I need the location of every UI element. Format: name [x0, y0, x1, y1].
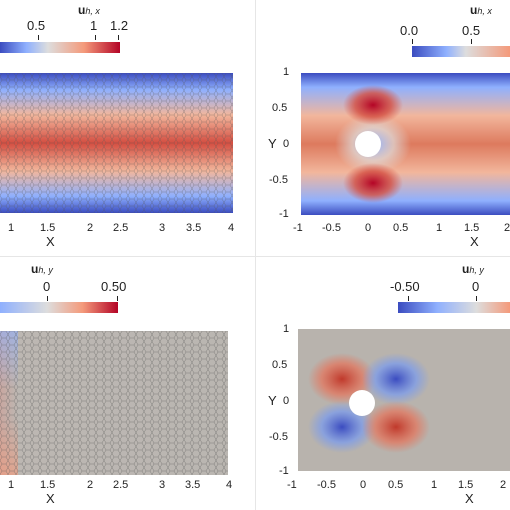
x-tick-label: 4: [228, 222, 235, 234]
x-tick-label: 2: [504, 222, 510, 234]
mesh-field-uy-channel: [0, 331, 228, 475]
x-tick-label: 1.5: [458, 479, 474, 491]
y-tick-label: 0: [283, 395, 290, 407]
colorbar-label: -0.50: [390, 279, 420, 294]
colorbar-label: 1.2: [110, 18, 129, 33]
x-tick-label: 0.5: [388, 479, 404, 491]
panel-bottom-right: uh, y -0.50 0 1 0.5 0 -0.5 -1 Y -1 -0: [256, 257, 510, 510]
colorbar-tick: [476, 296, 477, 301]
colorbar-label: 0.5: [27, 18, 46, 33]
panel-top-right: uh, x 0.0 0.5: [256, 0, 510, 256]
colorbar-title: uh, y: [31, 262, 53, 276]
cylinder-obstacle: [355, 131, 381, 157]
y-tick-label: 0: [283, 138, 290, 150]
x-axis-label: X: [465, 491, 474, 506]
x-tick-label: 0.5: [393, 222, 409, 234]
x-tick-label: -1: [293, 222, 303, 234]
x-tick-label: 1: [8, 222, 15, 234]
colorbar-tick: [117, 296, 118, 301]
colorbar: [412, 46, 510, 57]
x-tick-label: 2: [87, 222, 94, 234]
flow-field-ux-cylinder: [301, 73, 510, 215]
y-tick-label: 0.5: [272, 102, 288, 114]
x-tick-label: 1.5: [464, 222, 480, 234]
y-axis-label: Y: [268, 393, 277, 408]
colorbar-tick: [38, 35, 39, 40]
x-tick-label: 0: [360, 479, 367, 491]
colorbar-label: 0.0: [400, 23, 419, 38]
y-axis-label: Y: [268, 136, 277, 151]
y-tick-label: -0.5: [269, 431, 288, 443]
colorbar-label: 0: [43, 279, 51, 294]
x-tick-label: 3: [159, 479, 166, 491]
colorbar-label: 0.50: [101, 279, 127, 294]
x-tick-label: -1: [287, 479, 297, 491]
panel-bottom-left: uh, y 0 0.50 1 1.5 2 2.5 3: [0, 257, 255, 510]
colorbar: [0, 302, 118, 313]
x-tick-label: 4: [226, 479, 233, 491]
mesh-field-ux-channel: [0, 73, 233, 213]
colorbar: [0, 42, 120, 53]
y-tick-label: 1: [283, 66, 290, 78]
y-tick-label: -0.5: [269, 174, 288, 186]
colorbar: [398, 302, 510, 313]
x-tick-label: 1.5: [40, 222, 56, 234]
x-tick-label: 2.5: [113, 479, 129, 491]
colorbar-tick: [95, 35, 96, 40]
x-tick-label: 2.5: [113, 222, 129, 234]
flow-field-uy-cylinder: [298, 329, 510, 471]
x-tick-label: 3.5: [186, 222, 202, 234]
x-tick-label: -0.5: [322, 222, 341, 234]
x-tick-label: 0: [365, 222, 372, 234]
x-tick-label: 3.5: [185, 479, 201, 491]
x-tick-label: 2: [87, 479, 94, 491]
colorbar-title: uh, x: [470, 3, 492, 17]
colorbar-tick: [408, 296, 409, 301]
panel-divider-vertical: [255, 0, 256, 510]
panel-top-left: uh, x 0.5 1 1.2 1 1.5 2 2.5 3 3.5 4: [0, 0, 255, 256]
x-axis-label: X: [46, 491, 55, 506]
x-tick-label: -0.5: [317, 479, 336, 491]
y-tick-label: 1: [283, 323, 290, 335]
y-tick-label: -1: [279, 208, 289, 220]
colorbar-tick: [47, 296, 48, 301]
x-tick-label: 1: [431, 479, 438, 491]
x-axis-label: X: [470, 234, 479, 249]
colorbar-title: uh, x: [78, 3, 100, 17]
y-tick-label: -1: [279, 465, 289, 477]
colorbar-tick: [118, 35, 119, 40]
cylinder-obstacle: [349, 390, 375, 416]
x-tick-label: 1: [436, 222, 443, 234]
panel-divider-horizontal: [0, 256, 510, 257]
colorbar-label: 0: [472, 279, 480, 294]
x-tick-label: 2: [500, 479, 507, 491]
colorbar-label: 0.5: [462, 23, 481, 38]
y-tick-label: 0.5: [272, 359, 288, 371]
x-axis-label: X: [46, 234, 55, 249]
x-tick-label: 1.5: [40, 479, 56, 491]
colorbar-tick: [471, 39, 472, 44]
colorbar-tick: [412, 39, 413, 44]
colorbar-label: 1: [90, 18, 98, 33]
colorbar-title: uh, y: [462, 262, 484, 276]
x-tick-label: 3: [159, 222, 166, 234]
x-tick-label: 1: [8, 479, 15, 491]
